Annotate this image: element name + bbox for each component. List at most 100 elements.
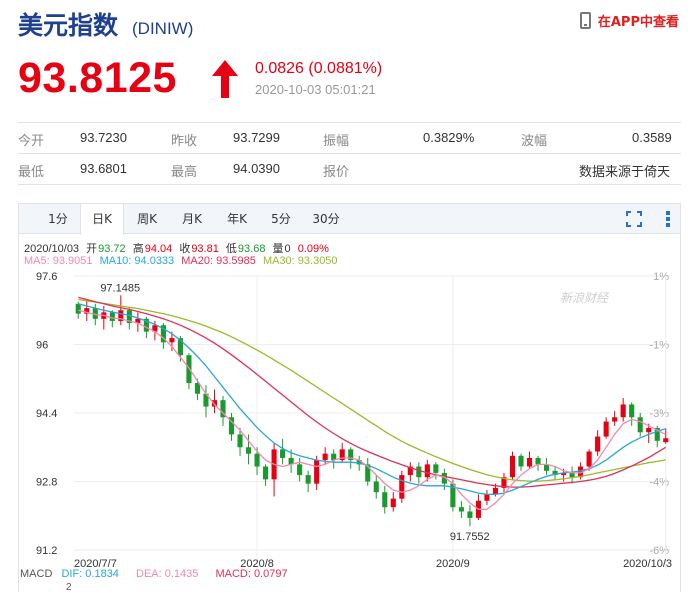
range-value: 0.3589 (632, 130, 672, 145)
info-date: 2020/10/03 (24, 243, 80, 255)
y-right-tick-label: -6% (649, 545, 669, 557)
candle-body (663, 438, 669, 443)
x-tick-label: 2020/9 (436, 558, 470, 570)
y-right-tick-label: -4% (649, 477, 669, 489)
current-price: 93.8125 (18, 54, 177, 102)
candle-body (382, 492, 388, 508)
candle-body (620, 404, 626, 418)
info-low: 93.68 (237, 243, 266, 255)
candle-body (118, 310, 124, 321)
tab-daily[interactable]: 日K (80, 204, 124, 235)
candle-body (288, 457, 294, 465)
candle-body (245, 447, 252, 454)
candle-body (595, 436, 601, 452)
high-value: 94.0390 (233, 161, 280, 176)
open-label: 今开 (18, 133, 45, 148)
x-tick-label: 2020/8 (240, 558, 274, 570)
candle-body (305, 475, 311, 484)
candle-body (339, 449, 345, 461)
candle-body (75, 303, 81, 314)
up-arrow-icon (212, 60, 238, 98)
macd-value: MACD: 0.0797 (215, 568, 288, 580)
x-tick-label: 2020/10/3 (623, 558, 672, 570)
amplitude-label: 振幅 (323, 133, 350, 148)
candle-body (569, 472, 575, 478)
quote-time: 2020-10-03 05:01:21 (255, 82, 376, 97)
candle-body (654, 427, 660, 441)
candle-body (194, 383, 201, 394)
low-value: 93.6801 (80, 161, 127, 176)
phone-icon (579, 12, 591, 29)
prev-close-value: 93.7299 (233, 130, 280, 145)
open-in-app-label: 在APP中查看 (597, 15, 679, 30)
candle-body (586, 451, 592, 467)
more-menu-icon[interactable] (666, 211, 670, 227)
candle-body (629, 404, 635, 418)
candle-body (407, 466, 413, 476)
y-right-tick-label: -1% (649, 340, 669, 352)
candle-body (399, 475, 405, 499)
candle-body (390, 498, 396, 508)
ma30-value: MA30: 93.3050 (262, 255, 338, 267)
candle-body (92, 308, 98, 319)
max-annotation: 97.1485 (100, 282, 140, 294)
price-change: 0.0826 (0.0881%) (255, 60, 383, 77)
stats-row: 最低 93.6801 最高 94.0390 报价 数据来源于倚天 (18, 154, 681, 185)
candle-body (535, 457, 541, 465)
candle-body (356, 460, 362, 465)
macd-label: MACD (20, 568, 53, 580)
candle-body (441, 472, 447, 484)
y-right-tick-label: -3% (649, 408, 669, 420)
tab-5min[interactable]: 5分 (271, 212, 291, 226)
candle-body (143, 318, 149, 332)
ohlc-info: 2020/10/03 开93.72 高94.04 收93.81 低93.68 量… (24, 240, 333, 256)
candle-body (169, 338, 175, 343)
candle-body (177, 338, 183, 356)
open-value: 93.7230 (80, 130, 127, 145)
candle-body (526, 457, 533, 467)
tab-1min[interactable]: 1分 (48, 212, 68, 226)
candle-body (484, 494, 490, 501)
ma10-value: MA10: 94.0333 (99, 255, 175, 267)
candle-body (373, 481, 379, 493)
ma-legend: MA5: 93.9051 MA10: 94.0333 MA20: 93.5985… (24, 255, 342, 267)
macd-axis-tick: 2 (66, 582, 72, 592)
title-row: 美元指数 (DINIW) (18, 6, 193, 40)
candle-body (646, 427, 652, 433)
tab-30min[interactable]: 30分 (312, 212, 340, 226)
macd-dif: DIF: 0.1834 (61, 568, 119, 580)
tab-weekly[interactable]: 周K (137, 212, 157, 226)
candle-body (126, 310, 132, 324)
candle-body (152, 325, 158, 332)
instrument-name: 美元指数 (18, 11, 119, 40)
candle-body (467, 511, 473, 518)
candle-body (237, 434, 243, 448)
tab-monthly[interactable]: 月K (182, 212, 202, 226)
low-label: 最低 (18, 164, 45, 179)
info-low-label: 低 (225, 243, 237, 255)
info-high: 94.04 (144, 243, 173, 255)
ma5-value: MA5: 93.9051 (24, 255, 93, 267)
fullscreen-icon[interactable] (626, 211, 642, 227)
stats-table: 今开 93.7230 昨收 93.7299 振幅 0.3829% 波幅 0.35… (18, 122, 681, 185)
tab-yearly[interactable]: 年K (227, 212, 247, 226)
watermark: 新浪财经 (560, 291, 610, 305)
chart-panel: 1分 日K 周K 月K 年K 5分 30分 2020/10/03 开93.72 … (18, 203, 681, 592)
info-close: 93.81 (191, 243, 219, 255)
stats-row: 今开 93.7230 昨收 93.7299 振幅 0.3829% 波幅 0.35… (18, 123, 681, 154)
open-in-app-link[interactable]: 在APP中查看 (579, 11, 679, 30)
candle-body (203, 393, 209, 407)
candle-body (578, 466, 584, 478)
info-close-label: 收 (179, 243, 191, 255)
info-open-label: 开 (86, 243, 98, 255)
info-pct: 0.09% (297, 243, 329, 255)
quote-label: 报价 (323, 164, 350, 179)
candle-body (365, 464, 371, 482)
candle-body (314, 460, 320, 484)
candle-body (297, 464, 303, 476)
y-tick-label: 92.8 (36, 477, 57, 489)
data-source: 数据来源于倚天 (579, 164, 671, 179)
candle-body (603, 421, 609, 437)
info-vol: 0 (284, 243, 291, 255)
